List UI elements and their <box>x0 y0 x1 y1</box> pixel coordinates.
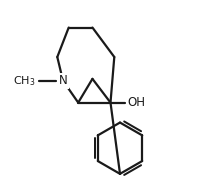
Text: OH: OH <box>128 96 146 109</box>
Text: N: N <box>59 74 67 87</box>
Text: $\mathregular{CH_3}$: $\mathregular{CH_3}$ <box>13 74 35 88</box>
